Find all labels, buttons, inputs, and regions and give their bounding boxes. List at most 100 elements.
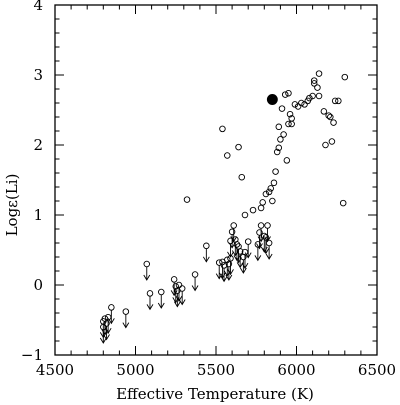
data-point-detection bbox=[285, 89, 292, 97]
y-tick-label: 2 bbox=[33, 136, 43, 154]
upper-limit-marker bbox=[122, 308, 130, 315]
data-point-detection bbox=[314, 84, 321, 91]
data-point-detection bbox=[325, 112, 332, 119]
upper-limit-arrow-head bbox=[107, 318, 115, 325]
data-point-detection bbox=[322, 141, 329, 149]
y-tick-label: 0 bbox=[33, 276, 43, 294]
data-point-detection bbox=[278, 105, 286, 112]
upper-limit-arrow-head bbox=[239, 267, 247, 274]
upper-limit-arrow-head bbox=[202, 256, 210, 263]
x-tick-label: 5000 bbox=[116, 361, 154, 379]
data-point-detection bbox=[262, 190, 270, 198]
upper-limit-arrow-head bbox=[103, 334, 110, 341]
data-point-detection bbox=[327, 113, 334, 121]
upper-limit-arrow-head bbox=[175, 295, 183, 302]
upper-limit-arrow-head bbox=[227, 251, 234, 258]
upper-limit-arrow-head bbox=[157, 302, 165, 309]
data-point-upper-limit bbox=[256, 229, 263, 250]
upper-limit-arrow-head bbox=[227, 269, 234, 276]
data-point-upper-limit bbox=[202, 242, 210, 263]
data-point-detection bbox=[280, 131, 287, 138]
data-point-detection bbox=[259, 199, 266, 206]
data-point-detection bbox=[249, 206, 257, 214]
upper-limit-marker bbox=[146, 290, 154, 297]
upper-limit-arrow-head bbox=[265, 253, 273, 260]
upper-limit-arrow-head bbox=[146, 304, 154, 311]
upper-limit-marker bbox=[178, 285, 186, 292]
upper-limit-marker bbox=[158, 288, 165, 296]
x-tick-label: 6000 bbox=[277, 361, 315, 379]
data-point-detection bbox=[285, 120, 292, 128]
data-point-detection bbox=[183, 196, 191, 203]
x-axis-title: Effective Temperature (K) bbox=[116, 385, 314, 403]
upper-limit-marker bbox=[230, 222, 237, 229]
data-point-detection bbox=[298, 99, 305, 107]
upper-limit-marker bbox=[170, 276, 178, 283]
data-point-detection bbox=[273, 148, 281, 156]
data-point-detection bbox=[277, 136, 284, 143]
data-point-detection bbox=[294, 103, 302, 110]
data-point-upper-limit bbox=[107, 304, 115, 325]
data-point-upper-limit bbox=[244, 238, 252, 259]
data-point-upper-limit bbox=[178, 285, 186, 306]
plot-frame bbox=[54, 4, 378, 356]
data-point-upper-limit bbox=[175, 281, 183, 302]
data-point-upper-limit bbox=[143, 260, 151, 281]
upper-limit-marker bbox=[143, 260, 151, 268]
y-tick-label: 1 bbox=[33, 206, 43, 224]
data-point-detection bbox=[270, 179, 278, 187]
upper-limit-marker bbox=[191, 271, 199, 278]
upper-limit-arrow-head bbox=[254, 255, 262, 262]
data-point-detection bbox=[291, 101, 299, 108]
data-point-upper-limit bbox=[264, 222, 271, 243]
upper-limit-marker bbox=[244, 238, 252, 245]
upper-limit-marker bbox=[104, 313, 112, 321]
data-point-detection bbox=[330, 119, 337, 126]
upper-limit-arrow-head bbox=[244, 252, 252, 259]
upper-limit-arrow-head bbox=[241, 262, 249, 269]
upper-limit-arrow-head bbox=[256, 243, 263, 250]
data-point-detection bbox=[306, 94, 313, 102]
data-point-upper-limit bbox=[220, 262, 228, 283]
x-tick-label: 5500 bbox=[197, 361, 235, 379]
data-point-detection bbox=[281, 91, 289, 98]
data-point-detection bbox=[283, 157, 291, 164]
data-point-detection bbox=[335, 97, 342, 105]
upper-limit-arrow-head bbox=[264, 236, 271, 243]
data-point-detection bbox=[328, 138, 336, 145]
data-point-detection bbox=[315, 70, 323, 77]
data-point-detection bbox=[320, 108, 328, 115]
data-point-upper-limit bbox=[254, 241, 262, 262]
y-tick-label: −1 bbox=[21, 346, 43, 364]
data-point-upper-limit bbox=[157, 288, 165, 309]
upper-limit-marker bbox=[261, 232, 268, 240]
upper-limit-arrow-head bbox=[225, 274, 233, 281]
data-point-detection bbox=[288, 120, 295, 128]
data-point-upper-limit bbox=[191, 271, 199, 292]
upper-limit-arrow-head bbox=[220, 276, 228, 283]
data-point-upper-limit bbox=[265, 239, 273, 260]
data-point-detection bbox=[286, 110, 294, 118]
data-point-detection bbox=[301, 101, 308, 108]
upper-limit-arrow-head bbox=[143, 274, 151, 281]
data-point-detection bbox=[265, 188, 273, 196]
x-tick-label: 4500 bbox=[36, 361, 74, 379]
data-point-detection bbox=[269, 197, 276, 205]
data-point-upper-limit bbox=[227, 255, 234, 276]
data-point-detection bbox=[219, 125, 226, 133]
data-point-upper-limit bbox=[104, 313, 112, 335]
data-point-upper-limit bbox=[103, 320, 110, 341]
data-point-detection bbox=[241, 211, 249, 219]
data-point-detection bbox=[310, 77, 318, 84]
data-point-detection bbox=[341, 73, 349, 81]
upper-limit-arrow-head bbox=[122, 322, 130, 329]
data-point-detection bbox=[339, 199, 347, 207]
upper-limit-marker bbox=[265, 239, 273, 247]
x-tick-label: 6500 bbox=[358, 361, 396, 379]
upper-limit-arrow-head bbox=[173, 301, 181, 308]
upper-limit-marker bbox=[203, 242, 210, 250]
y-tick-label: 4 bbox=[33, 0, 43, 14]
data-point-detection bbox=[224, 152, 231, 159]
upper-limit-marker bbox=[264, 222, 271, 229]
